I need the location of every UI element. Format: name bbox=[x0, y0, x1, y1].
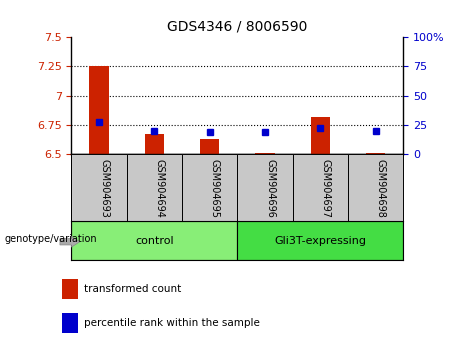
Bar bbox=[200, 139, 219, 154]
Text: transformed count: transformed count bbox=[84, 284, 182, 294]
Text: GSM904694: GSM904694 bbox=[154, 159, 165, 218]
Bar bbox=[237, 221, 403, 260]
Bar bbox=[366, 153, 385, 154]
Bar bbox=[145, 134, 164, 154]
Bar bbox=[62, 279, 77, 299]
Text: GSM904697: GSM904697 bbox=[320, 159, 331, 218]
Text: Gli3T-expressing: Gli3T-expressing bbox=[274, 236, 366, 246]
Bar bbox=[89, 67, 109, 154]
Text: GSM904696: GSM904696 bbox=[265, 159, 275, 218]
Bar bbox=[255, 153, 275, 154]
Bar bbox=[182, 154, 237, 221]
Bar bbox=[348, 154, 403, 221]
Bar bbox=[311, 116, 330, 154]
Bar bbox=[71, 154, 127, 221]
Text: GSM904695: GSM904695 bbox=[210, 159, 220, 218]
Bar bbox=[237, 154, 293, 221]
Title: GDS4346 / 8006590: GDS4346 / 8006590 bbox=[167, 19, 307, 33]
Text: control: control bbox=[135, 236, 174, 246]
Bar bbox=[293, 154, 348, 221]
Text: genotype/variation: genotype/variation bbox=[5, 234, 97, 244]
Bar bbox=[62, 313, 77, 333]
Bar bbox=[127, 154, 182, 221]
Text: GSM904693: GSM904693 bbox=[99, 159, 109, 218]
Text: GSM904698: GSM904698 bbox=[376, 159, 386, 218]
Text: percentile rank within the sample: percentile rank within the sample bbox=[84, 318, 260, 328]
Bar bbox=[71, 221, 237, 260]
